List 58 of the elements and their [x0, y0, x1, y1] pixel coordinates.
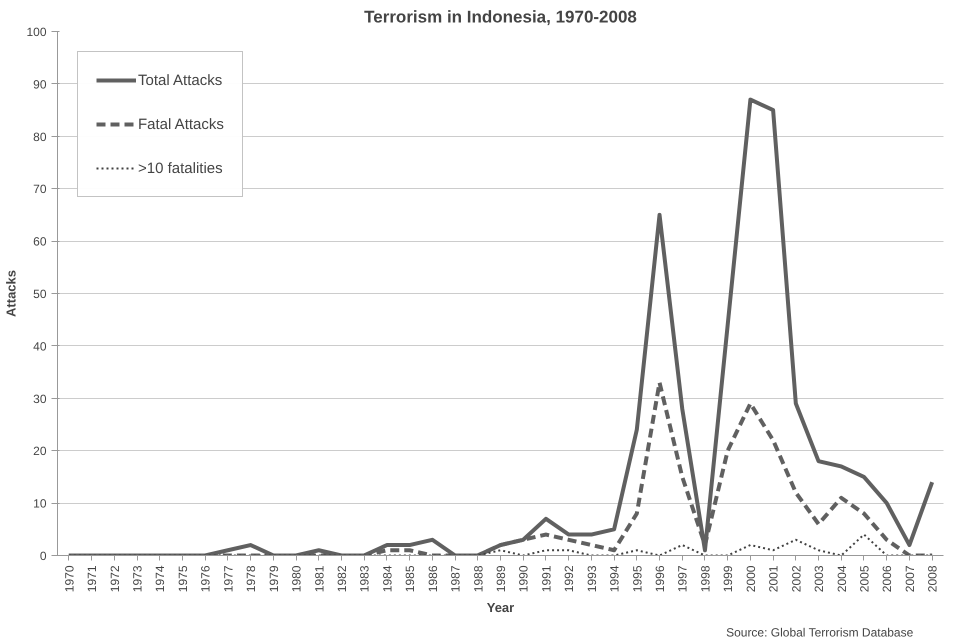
x-tick-label: 1992 — [562, 565, 576, 592]
source-note: Source: Global Terrorism Database — [726, 626, 914, 640]
x-tick-label: 1987 — [448, 565, 463, 592]
x-tick-label: 1981 — [312, 565, 326, 592]
x-tick-label: 1983 — [358, 565, 372, 592]
x-tick-label: 1994 — [608, 565, 622, 592]
x-tick-label: 1974 — [153, 565, 168, 592]
x-axis-title: Year — [486, 600, 514, 616]
x-tick-label: 1997 — [676, 565, 690, 592]
y-tick-label: 40 — [33, 339, 47, 354]
x-tick-label: 1979 — [266, 565, 281, 592]
y-tick-label: 60 — [33, 234, 47, 249]
y-tick-label: 80 — [33, 130, 47, 144]
line-series — [68, 534, 934, 556]
x-tick-label: 1989 — [494, 565, 508, 592]
x-tick-label: 1998 — [698, 565, 712, 592]
y-tick-label: 10 — [33, 496, 47, 511]
x-tick-label: 1986 — [426, 565, 440, 592]
x-tick-label: 2008 — [926, 565, 940, 592]
x-tick-label: 2007 — [902, 565, 917, 592]
y-tick-label: 90 — [33, 77, 47, 92]
y-tick-label: 70 — [33, 182, 47, 196]
x-tick-label: 1973 — [130, 565, 145, 592]
x-tick-label: 1975 — [176, 565, 190, 592]
x-tick-label: 1993 — [584, 565, 599, 592]
legend-label: Total Attacks — [138, 72, 222, 88]
x-tick-label: 2005 — [857, 565, 872, 592]
x-tick-label: 1990 — [516, 565, 531, 592]
x-tick-label: 1971 — [85, 565, 100, 592]
x-tick-label: 1985 — [403, 565, 418, 592]
chart-title: Terrorism in Indonesia, 1970-2008 — [364, 8, 637, 26]
x-tick-label: 2001 — [766, 565, 781, 592]
x-tick-label: 2002 — [789, 565, 804, 592]
legend-label: >10 fatalities — [138, 160, 223, 176]
y-axis-title: Attacks — [3, 270, 18, 317]
x-tick-label: 1999 — [721, 565, 736, 592]
y-tick-label: 100 — [26, 25, 47, 39]
x-tick-label: 1991 — [539, 565, 554, 592]
x-tick-label: 1995 — [630, 565, 644, 592]
x-tick-label: 1988 — [471, 565, 486, 592]
x-tick-label: 2006 — [880, 565, 894, 592]
x-tick-label: 1976 — [198, 565, 213, 592]
y-tick-label: 30 — [33, 392, 47, 406]
x-tick-label: 1978 — [244, 565, 258, 592]
x-tick-label: 2004 — [834, 565, 849, 592]
x-tick-label: 1970 — [62, 565, 76, 592]
x-tick-label: 2000 — [744, 565, 758, 592]
x-tick-label: 2003 — [812, 565, 826, 592]
x-tick-label: 1984 — [380, 565, 394, 592]
y-tick-label: 50 — [33, 287, 47, 301]
y-tick-label: 0 — [40, 549, 47, 563]
y-tick-label: 20 — [33, 444, 47, 458]
x-tick-label: 1977 — [221, 565, 236, 592]
legend-label: Fatal Attacks — [138, 116, 224, 132]
x-tick-label: 1982 — [334, 565, 349, 592]
x-tick-label: 1996 — [653, 565, 668, 592]
x-tick-label: 1980 — [290, 565, 304, 592]
x-tick-label: 1972 — [108, 565, 122, 592]
